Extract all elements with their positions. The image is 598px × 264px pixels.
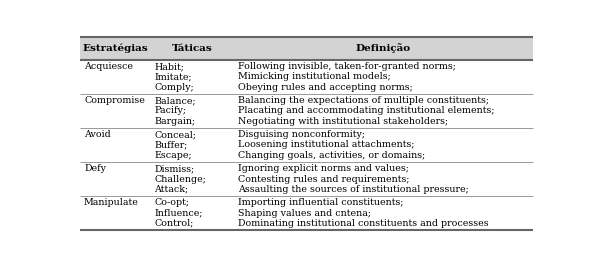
Text: Balance;: Balance; <box>154 96 196 105</box>
Text: Ignoring explicit norms and values;: Ignoring explicit norms and values; <box>238 164 408 173</box>
Bar <box>80 94 533 128</box>
Text: Disguising nonconformity;: Disguising nonconformity; <box>238 130 365 139</box>
Bar <box>80 196 533 230</box>
Text: Táticas: Táticas <box>172 44 213 53</box>
Bar <box>80 60 533 94</box>
Text: Conceal;: Conceal; <box>154 130 196 139</box>
Text: Shaping values and cntena;: Shaping values and cntena; <box>238 209 371 218</box>
Text: Definição: Definição <box>356 43 411 53</box>
Text: Contesting rules and requirements;: Contesting rules and requirements; <box>238 175 409 183</box>
Text: Co-opt;: Co-opt; <box>154 199 189 208</box>
Text: Attack;: Attack; <box>154 185 188 194</box>
Text: Balancing the expectations of multiple constituents;: Balancing the expectations of multiple c… <box>238 96 489 105</box>
Bar <box>80 37 533 60</box>
Text: Changing goals, activities, or domains;: Changing goals, activities, or domains; <box>238 151 425 160</box>
Text: Influence;: Influence; <box>154 209 203 218</box>
Text: Control;: Control; <box>154 219 194 228</box>
Text: Escape;: Escape; <box>154 151 192 160</box>
Text: Dismiss;: Dismiss; <box>154 164 194 173</box>
Text: Acquiesce: Acquiesce <box>84 62 133 71</box>
Text: Mimicking institutional models;: Mimicking institutional models; <box>238 72 390 81</box>
Text: Placating and accommodating institutional elements;: Placating and accommodating institutiona… <box>238 106 495 115</box>
Text: Pacify;: Pacify; <box>154 106 186 115</box>
Text: Importing influential constituents;: Importing influential constituents; <box>238 199 403 208</box>
Text: Negotiating with institutional stakeholders;: Negotiating with institutional stakehold… <box>238 117 448 126</box>
Text: Compromise: Compromise <box>84 96 145 105</box>
Text: Manipulate: Manipulate <box>84 199 139 208</box>
Text: Obeying rules and accepting norms;: Obeying rules and accepting norms; <box>238 83 413 92</box>
Text: Following invisible, taken-for-granted norms;: Following invisible, taken-for-granted n… <box>238 62 456 71</box>
Bar <box>80 128 533 162</box>
Text: Assaulting the sources of institutional pressure;: Assaulting the sources of institutional … <box>238 185 469 194</box>
Text: Estratégias: Estratégias <box>83 43 148 53</box>
Text: Buffer;: Buffer; <box>154 140 188 149</box>
Text: Dominating institutional constituents and processes: Dominating institutional constituents an… <box>238 219 489 228</box>
Text: Avoid: Avoid <box>84 130 111 139</box>
Text: Comply;: Comply; <box>154 83 194 92</box>
Bar <box>80 162 533 196</box>
Text: Habit;: Habit; <box>154 62 184 71</box>
Text: Bargain;: Bargain; <box>154 117 196 126</box>
Text: Imitate;: Imitate; <box>154 72 192 81</box>
Text: Defy: Defy <box>84 164 106 173</box>
Text: Loosening institutional attachments;: Loosening institutional attachments; <box>238 140 414 149</box>
Text: Challenge;: Challenge; <box>154 175 206 183</box>
